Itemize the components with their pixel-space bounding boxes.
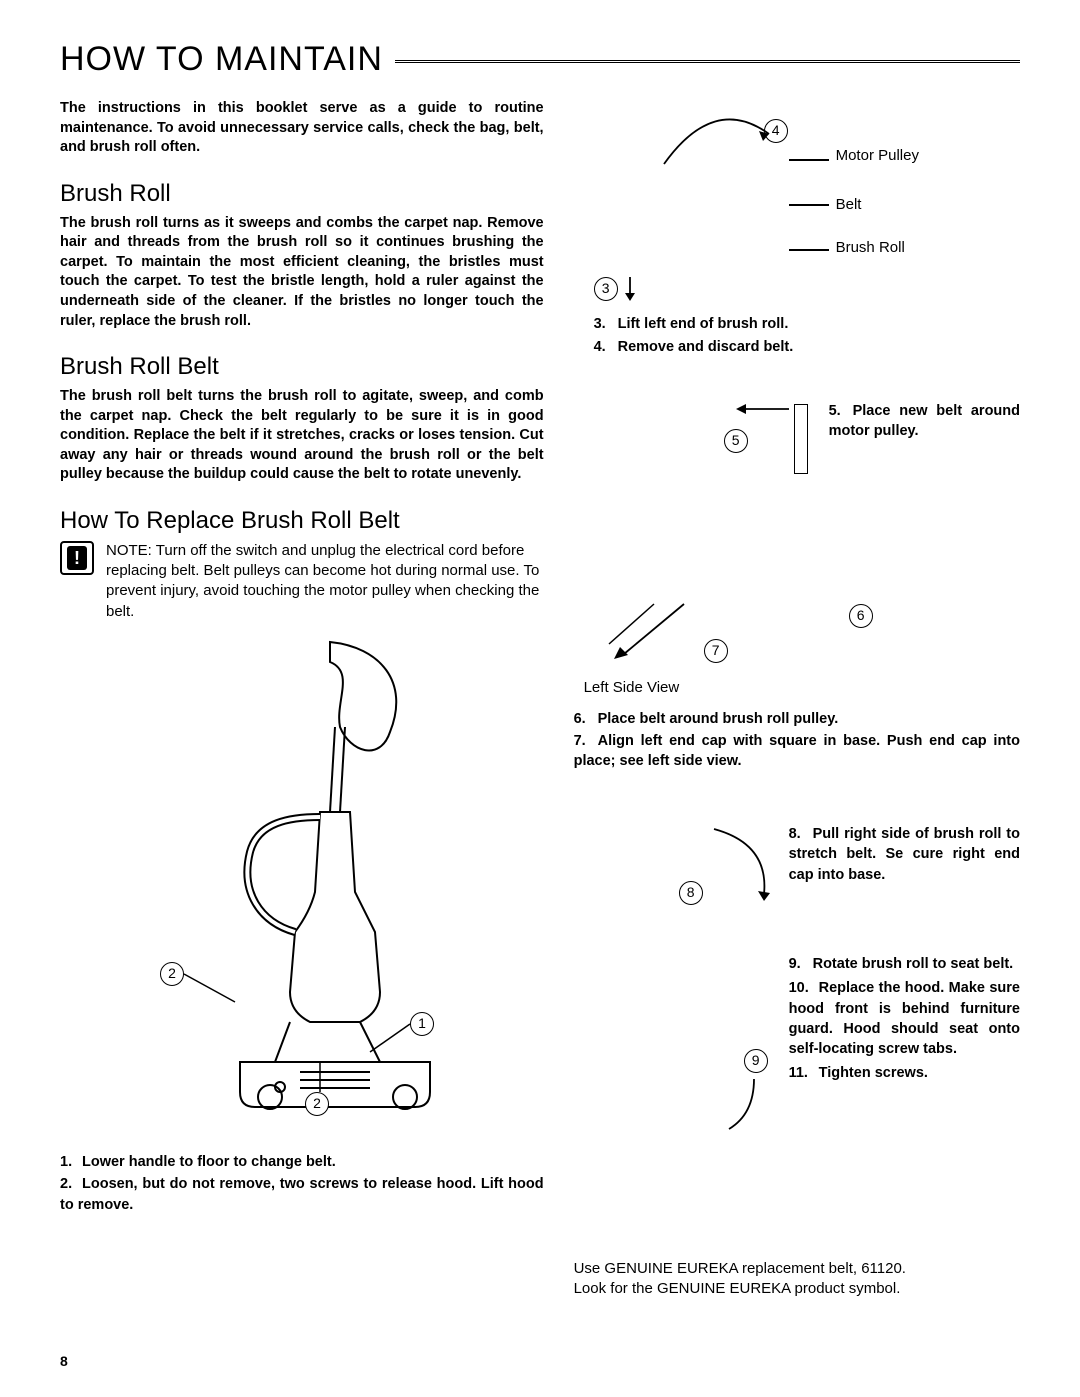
left-side-view-icon	[584, 599, 704, 669]
label-belt: Belt	[836, 196, 862, 215]
callout-6: 6	[849, 604, 873, 628]
column-left: The instructions in this booklet serve a…	[60, 99, 544, 1299]
callout-7: 7	[704, 639, 728, 663]
arrow-left-icon	[734, 399, 794, 419]
label-brush-roll: Brush Roll	[836, 239, 905, 258]
leader-brush-roll	[789, 249, 829, 251]
warning-icon: !	[60, 541, 94, 575]
label-left-side-view: Left Side View	[584, 679, 680, 698]
note-label: NOTE:	[106, 542, 152, 559]
callout-8: 8	[679, 881, 703, 905]
heading-brush-roll-belt: Brush Roll Belt	[60, 353, 544, 381]
right-step-10: 10.Replace the hood. Make sure hood fron…	[789, 978, 1020, 1059]
arc-arrow-up-icon	[719, 1074, 769, 1134]
right-step-3: 3.Lift left end of brush roll.	[594, 314, 1020, 334]
body-brush-roll: The brush roll turns as it sweeps and co…	[60, 214, 544, 331]
column-right: 4 Motor Pulley Belt Brush Roll 3 3.Lift …	[574, 99, 1020, 1299]
footer-line-1: Use GENUINE EUREKA replacement belt, 611…	[574, 1259, 1020, 1279]
left-step-1: 1.Lower handle to floor to change belt.	[60, 1152, 544, 1174]
steps-9-11: 9.Rotate brush roll to seat belt. 10.Rep…	[574, 954, 1020, 1084]
callout-5: 5	[724, 429, 748, 453]
left-steps: 1.Lower handle to floor to change belt. …	[60, 1152, 544, 1217]
footer-line-2: Look for the GENUINE EUREKA product symb…	[574, 1279, 1020, 1299]
heading-replace-belt: How To Replace Brush Roll Belt	[60, 507, 544, 535]
columns: The instructions in this booklet serve a…	[60, 99, 1020, 1299]
right-step-8: 8.Pull right side of brush roll to stret…	[789, 824, 1020, 885]
intro-text: The instructions in this booklet serve a…	[60, 99, 544, 158]
page-number: 8	[60, 1353, 68, 1369]
diagram-step5: 5 5.Place new belt around motor pulley.	[574, 399, 1020, 489]
callout-leaders	[60, 632, 460, 1152]
title-row: HOW TO MAINTAIN	[60, 40, 1020, 79]
right-footer: Use GENUINE EUREKA replacement belt, 611…	[574, 1259, 1020, 1300]
right-step-4: 4.Remove and discard belt.	[594, 337, 1020, 357]
label-motor-pulley: Motor Pulley	[836, 147, 919, 166]
right-step-9: 9.Rotate brush roll to seat belt.	[789, 954, 1020, 974]
right-step-11: 11.Tighten screws.	[789, 1063, 1020, 1083]
belt-rect-icon	[794, 404, 808, 474]
diagram-step8: 8 8.Pull right side of brush roll to str…	[574, 819, 1020, 929]
heading-brush-roll: Brush Roll	[60, 180, 544, 208]
figure-vacuum: 2 1 2	[60, 632, 544, 1152]
leader-belt	[789, 204, 829, 206]
warning-icon-glyph: !	[67, 546, 87, 570]
leader-motor-pulley	[789, 159, 829, 161]
right-step-5: 5.Place new belt around motor pulley.	[829, 401, 1020, 442]
page-title: HOW TO MAINTAIN	[60, 40, 395, 79]
diagram-step67: 7 6 Left Side View	[574, 569, 1020, 709]
motor-pulley-arc-icon	[654, 104, 784, 184]
callout-3: 3	[594, 277, 618, 301]
arrow-down-icon	[620, 277, 640, 303]
note-text: NOTE: Turn off the switch and unplug the…	[106, 541, 544, 622]
left-step-2: 2.Loosen, but do not remove, two screws …	[60, 1174, 544, 1218]
callout-9: 9	[744, 1049, 768, 1073]
note-row: ! NOTE: Turn off the switch and unplug t…	[60, 541, 544, 622]
note-body: Turn off the switch and unplug the elect…	[106, 542, 539, 620]
body-brush-roll-belt: The brush roll belt turns the brush roll…	[60, 387, 544, 485]
diagram-top: 4 Motor Pulley Belt Brush Roll 3	[574, 99, 1020, 309]
arc-arrow-down-icon	[704, 819, 784, 909]
right-step-7: 7.Align left end cap with square in base…	[574, 731, 1020, 772]
right-step-6: 6.Place belt around brush roll pulley.	[574, 709, 1020, 729]
